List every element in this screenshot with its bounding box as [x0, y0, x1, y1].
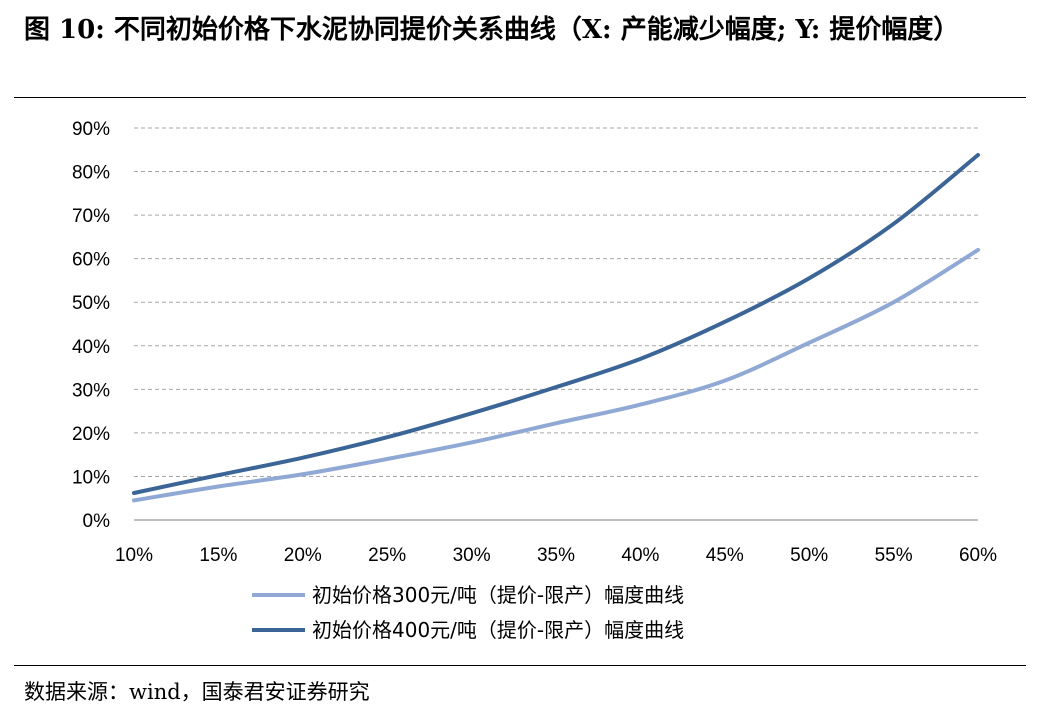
x-tick-label: 25% — [368, 545, 406, 566]
y-tick-label: 80% — [72, 163, 110, 184]
x-tick-label: 60% — [959, 545, 997, 566]
series-line-2 — [132, 153, 980, 495]
y-tick-label: 70% — [72, 206, 110, 227]
series-line-1 — [132, 247, 980, 503]
bottom-rule — [14, 665, 1026, 666]
top-rule — [14, 97, 1026, 98]
y-tick-label: 10% — [72, 467, 110, 488]
x-tick-label: 15% — [199, 545, 237, 566]
series-lines — [132, 153, 980, 503]
grid-lines — [134, 127, 978, 521]
y-tick-label: 50% — [72, 293, 110, 314]
x-tick-label: 10% — [115, 545, 153, 566]
legend: 初始价格300元/吨（提价-限产）幅度曲线初始价格400元/吨（提价-限产）幅度… — [252, 583, 684, 642]
y-tick-label: 30% — [72, 380, 110, 401]
x-axis-ticks: 10% 15% 20% 25% 30% 35% 40% 45% 50% 55% 60% — [115, 545, 997, 566]
y-tick-label: 90% — [72, 119, 110, 140]
legend-label-1: 初始价格300元/吨（提价-限产）幅度曲线 — [312, 583, 684, 607]
x-tick-label: 35% — [537, 545, 575, 566]
y-tick-label: 0% — [83, 511, 111, 532]
x-tick-label: 40% — [621, 545, 659, 566]
x-tick-label: 55% — [875, 545, 913, 566]
y-tick-label: 20% — [72, 424, 110, 445]
y-tick-label: 60% — [72, 250, 110, 271]
y-axis-ticks: 0% 10% 20% 30% 40% 50% 60% 70% 80% 90% — [72, 119, 110, 532]
x-tick-label: 50% — [790, 545, 828, 566]
y-tick-label: 40% — [72, 337, 110, 358]
x-tick-label: 30% — [453, 545, 491, 566]
source-note: 数据来源：wind，国泰君安证券研究 — [24, 680, 370, 704]
x-tick-label: 20% — [284, 545, 322, 566]
x-tick-label: 45% — [706, 545, 744, 566]
figure-title: 图 10: 不同初始价格下水泥协同提价关系曲线（X: 产能减少幅度; Y: 提价… — [24, 15, 960, 45]
legend-label-2: 初始价格400元/吨（提价-限产）幅度曲线 — [312, 618, 684, 642]
